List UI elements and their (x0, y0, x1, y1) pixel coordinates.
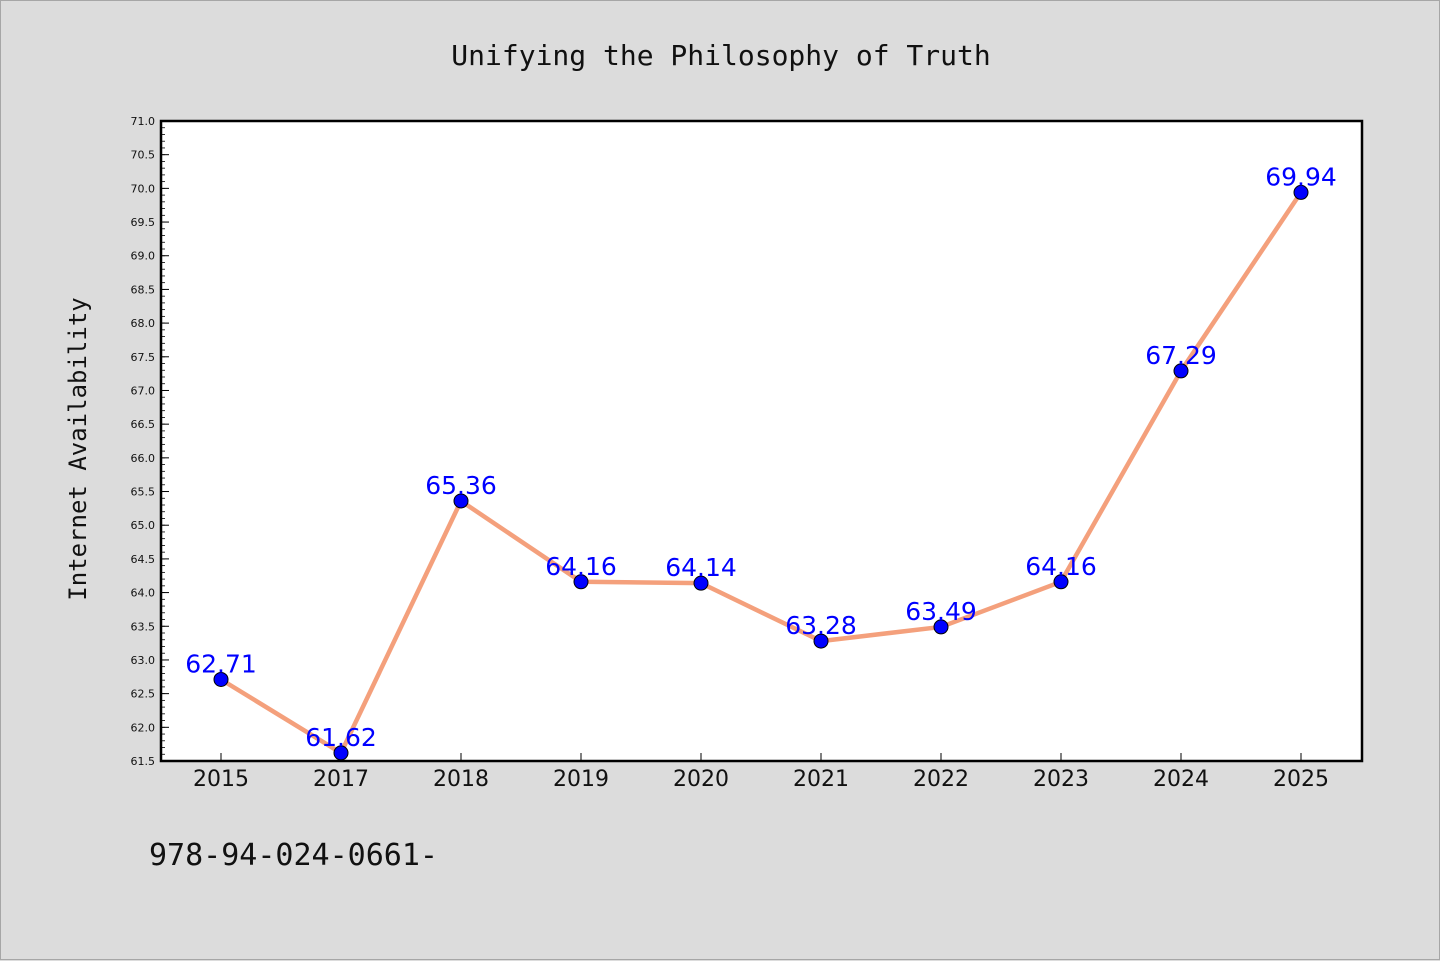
footer-isbn-text: 978-94-024-0661- (149, 838, 438, 873)
data-label: 64.16 (545, 552, 617, 581)
data-label: 64.16 (1025, 552, 1097, 581)
plot-frame (159, 119, 1364, 763)
y-tick-label: 66.5 (131, 418, 156, 431)
data-point-marker (453, 493, 469, 509)
x-tick-label: 2017 (313, 767, 369, 792)
y-tick-label: 71.0 (131, 115, 156, 128)
data-label: 61.62 (305, 723, 377, 752)
y-tick-label: 67.5 (131, 351, 156, 364)
data-point-marker (693, 575, 709, 591)
y-tick-label: 62.5 (131, 688, 156, 701)
y-tick-label: 67.0 (131, 384, 156, 397)
chart-title: Unifying the Philosophy of Truth (451, 39, 990, 72)
x-tick-label: 2019 (553, 767, 609, 792)
x-tick-label: 2024 (1153, 767, 1209, 792)
y-tick-label: 70.5 (131, 149, 156, 162)
y-tick-label: 64.5 (131, 553, 156, 566)
data-point-marker (933, 619, 949, 635)
data-point-marker (573, 574, 589, 590)
x-tick-label: 2021 (793, 767, 849, 792)
data-label: 63.49 (905, 597, 977, 626)
y-axis: 61.5 62.0 62.5 63.0 63.5 64.0 64.5 65.0 65.5 66.0… (131, 115, 169, 768)
data-point-marker (1173, 363, 1189, 379)
y-tick-label: 64.0 (131, 587, 156, 600)
x-tick-label: 2022 (913, 767, 969, 792)
y-tick-label: 70.0 (131, 182, 156, 195)
y-tick-label: 69.0 (131, 250, 156, 263)
y-tick-label: 66.0 (131, 452, 156, 465)
y-tick-label: 63.5 (131, 620, 156, 633)
y-tick-label: 68.0 (131, 317, 156, 330)
y-axis-label: Internet Availability (64, 297, 92, 600)
data-label: 65.36 (425, 471, 497, 500)
y-tick-label: 69.5 (131, 216, 156, 229)
y-tick-label: 65.0 (131, 519, 156, 532)
series-polyline (218, 190, 1304, 756)
x-tick-label: 2015 (193, 767, 249, 792)
y-tick-label: 61.5 (131, 755, 156, 768)
x-tick-label: 2020 (673, 767, 729, 792)
data-label: 63.28 (785, 611, 857, 640)
x-tick-label: 2023 (1033, 767, 1089, 792)
data-label: 64.14 (665, 553, 737, 582)
data-point-marker (1293, 184, 1309, 200)
x-tick-label: 2025 (1273, 767, 1329, 792)
plot-area (161, 121, 1362, 761)
data-point-marker (813, 633, 829, 649)
y-tick-label: 63.0 (131, 654, 156, 667)
y-tick-label: 68.5 (131, 283, 156, 296)
data-label: 69.94 (1265, 162, 1337, 191)
data-label: 67.29 (1145, 341, 1217, 370)
y-tick-label: 62.0 (131, 721, 156, 734)
data-label: 62.71 (185, 649, 257, 678)
data-point-marker (1053, 574, 1069, 590)
series-line (213, 184, 1309, 761)
x-tick-label: 2018 (433, 767, 489, 792)
data-labels: 62.71 61.62 65.36 64.16 64.14 63.28 63.49 64.16… (185, 162, 1337, 752)
data-point-marker (213, 671, 229, 687)
x-axis: 2015 2017 2018 2019 2020 2021 2022 2023 2024 2025 (193, 753, 1329, 792)
y-tick-label: 65.5 (131, 486, 156, 499)
